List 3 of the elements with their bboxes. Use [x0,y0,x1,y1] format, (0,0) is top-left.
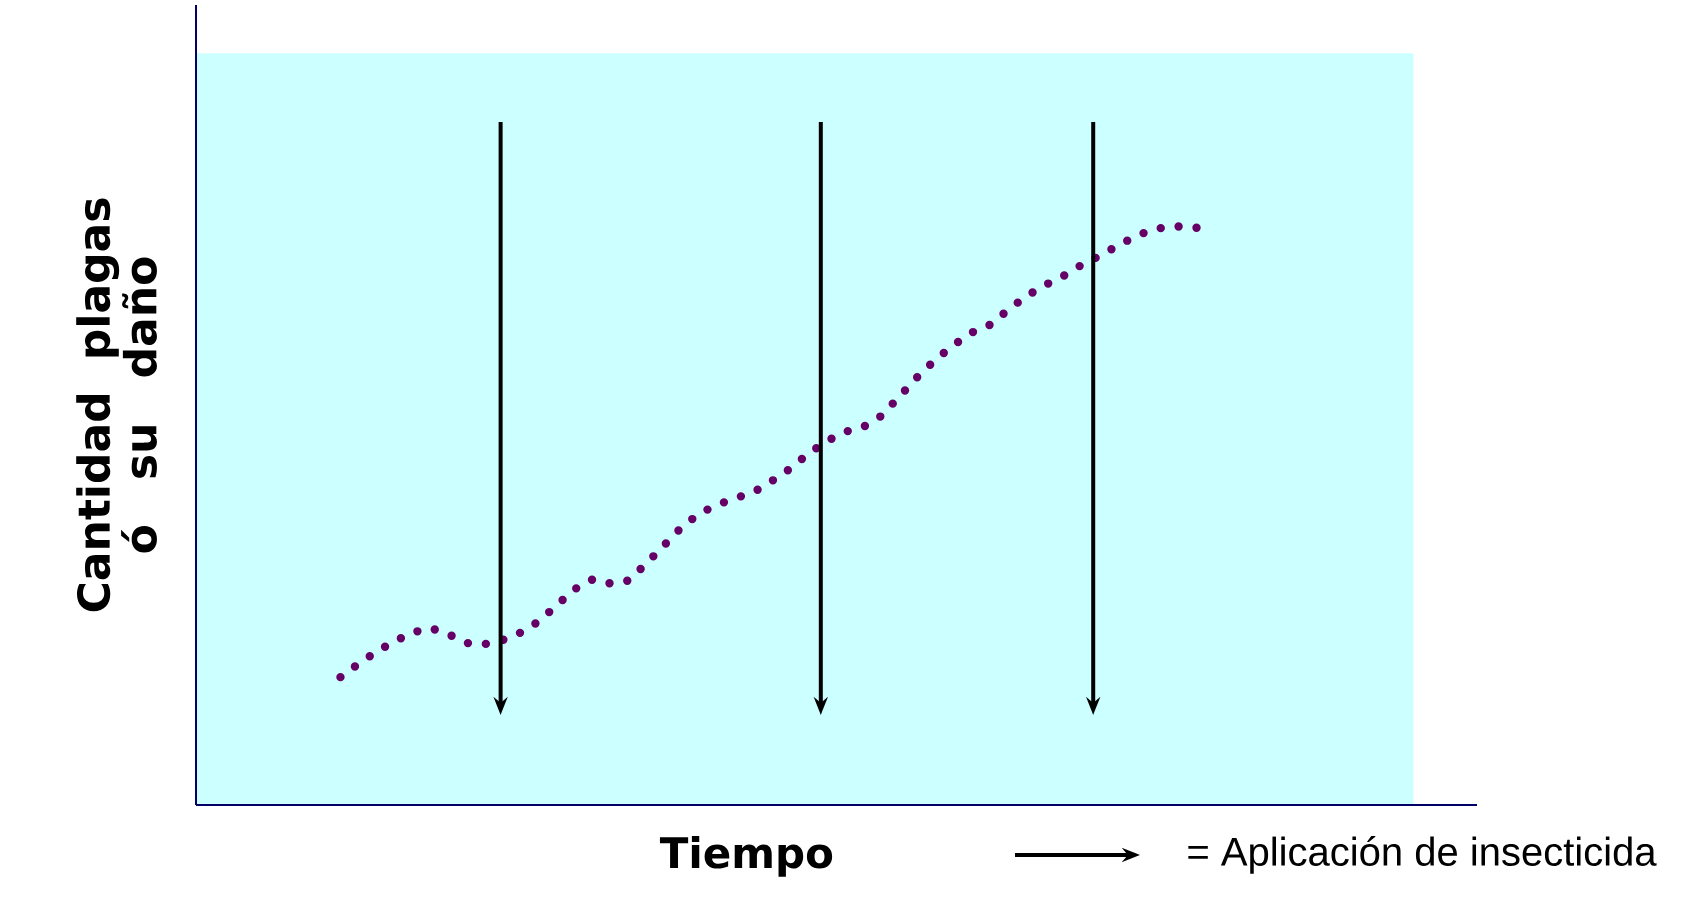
text: = Aplicación de insecticida [1188,836,1657,874]
x-axis-title: Tiempo [659,836,833,877]
y-axis-title: Cantidad plagas ó su daño [76,198,157,612]
